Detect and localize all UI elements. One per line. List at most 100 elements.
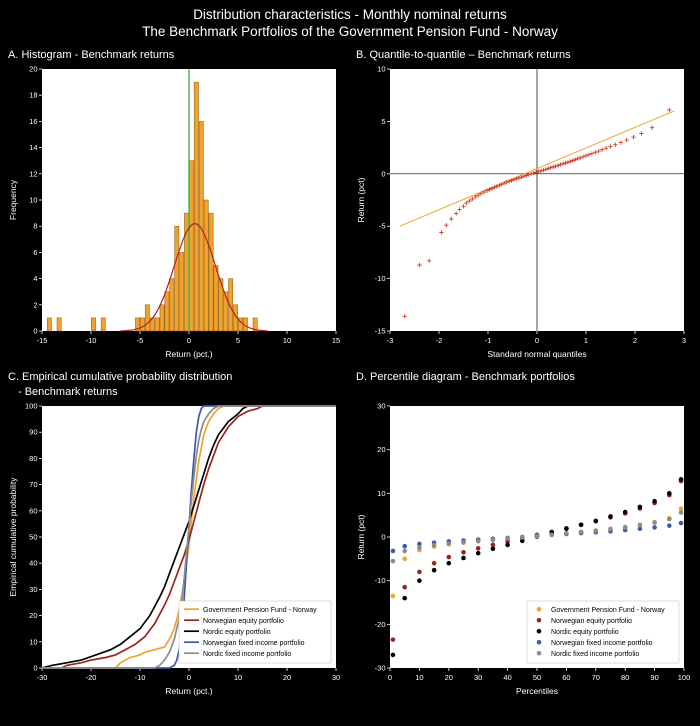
percentile-series-4 xyxy=(390,510,684,564)
svg-text:0: 0 xyxy=(381,533,385,542)
normal-curve xyxy=(120,222,268,332)
svg-text:0: 0 xyxy=(187,336,191,345)
panel-c-ecdf: C. Empirical cumulative probability dist… xyxy=(8,370,344,701)
svg-text:-15: -15 xyxy=(375,327,386,336)
svg-text:Government Pension Fund - Norw: Government Pension Fund - Norway xyxy=(203,607,317,614)
svg-text:5: 5 xyxy=(381,117,385,126)
ecdf-series-1 xyxy=(42,405,336,669)
svg-text:Nordic equity portfolio: Nordic equity portfolio xyxy=(551,629,619,636)
histogram-chart: -15 -10 -5 0 5 10 15 0 2 4 6 8 10 12 14 16 18 20 Return (p… xyxy=(8,65,340,360)
axes: -15 -10 -5 0 5 10 15 0 2 4 6 8 10 12 14 16 18 20 Return (p… xyxy=(8,65,340,360)
svg-text:-30: -30 xyxy=(375,664,386,673)
svg-text:15: 15 xyxy=(332,336,340,345)
panel-d-title-block: D. Percentile diagram - Benchmark portfo… xyxy=(356,370,692,401)
svg-text:Nordic fixed income portfolio: Nordic fixed income portfolio xyxy=(551,651,639,658)
svg-text:10: 10 xyxy=(283,336,291,345)
svg-text:Norwegian fixed income portfol: Norwegian fixed income portfolio xyxy=(551,640,653,647)
panel-b-title-block: B. Quantile-to-quantile – Benchmark retu… xyxy=(356,48,692,64)
svg-text:Standard normal quantiles: Standard normal quantiles xyxy=(487,349,586,359)
ecdf-series-2 xyxy=(41,405,336,669)
svg-text:-10: -10 xyxy=(86,336,97,345)
svg-text:4: 4 xyxy=(33,274,37,283)
panel-c-title-block: C. Empirical cumulative probability dist… xyxy=(8,370,344,401)
svg-text:-5: -5 xyxy=(379,222,386,231)
svg-text:30: 30 xyxy=(29,585,37,594)
svg-text:70: 70 xyxy=(592,673,600,682)
svg-text:-15: -15 xyxy=(37,336,48,345)
svg-text:Return (pct.): Return (pct.) xyxy=(165,686,212,696)
svg-text:-10: -10 xyxy=(375,274,386,283)
svg-text:10: 10 xyxy=(29,637,37,646)
chart-content xyxy=(390,477,684,658)
svg-text:10: 10 xyxy=(29,196,37,205)
svg-text:2: 2 xyxy=(33,300,37,309)
svg-text:80: 80 xyxy=(621,673,629,682)
svg-text:Nordic fixed income portfolio: Nordic fixed income portfolio xyxy=(203,651,291,658)
svg-text:18: 18 xyxy=(29,91,37,100)
svg-text:-5: -5 xyxy=(137,336,144,345)
svg-text:-10: -10 xyxy=(375,576,386,585)
panel-d-percentile: D. Percentile diagram - Benchmark portfo… xyxy=(356,370,692,701)
svg-text:-2: -2 xyxy=(436,336,443,345)
svg-text:90: 90 xyxy=(650,673,658,682)
panel-a-histogram: A. Histogram - Benchmark returns -15 -10 -… xyxy=(8,48,344,364)
svg-text:-20: -20 xyxy=(86,673,97,682)
axes: -30 -20 -10 0 10 20 30 0 10 20 30 40 50 60 70 80 90 100 Re… xyxy=(8,402,340,697)
svg-text:Return (pct): Return (pct) xyxy=(356,514,366,559)
svg-text:Government Pension Fund - Norw: Government Pension Fund - Norway xyxy=(551,607,665,614)
panel-c-title: C. Empirical cumulative probability dist… xyxy=(8,371,233,383)
svg-text:0: 0 xyxy=(388,673,392,682)
reference-line xyxy=(399,110,675,227)
panel-a-title: A. Histogram - Benchmark returns xyxy=(8,49,175,61)
svg-text:20: 20 xyxy=(445,673,453,682)
charts-grid: A. Histogram - Benchmark returns -15 -10 -… xyxy=(8,48,692,701)
svg-text:5: 5 xyxy=(236,336,240,345)
panel-c-subtitle: - Benchmark returns xyxy=(18,386,118,398)
svg-text:10: 10 xyxy=(377,489,385,498)
svg-text:-10: -10 xyxy=(135,673,146,682)
svg-text:10: 10 xyxy=(415,673,423,682)
svg-text:0: 0 xyxy=(187,673,191,682)
svg-text:40: 40 xyxy=(503,673,511,682)
svg-text:50: 50 xyxy=(29,533,37,542)
percentile-chart: 0 10 20 30 40 50 60 70 80 90 100 -30 -20 -10 0 10 20 30 Pe… xyxy=(356,402,690,697)
svg-text:30: 30 xyxy=(332,673,340,682)
title-line-1: Distribution characteristics - Monthly n… xyxy=(193,7,507,22)
page-title: Distribution characteristics - Monthly n… xyxy=(8,6,692,40)
svg-text:-3: -3 xyxy=(387,336,394,345)
title-line-2: The Benchmark Portfolios of the Governme… xyxy=(142,24,558,39)
svg-text:20: 20 xyxy=(283,673,291,682)
svg-text:0: 0 xyxy=(33,327,37,336)
chart-content xyxy=(41,405,336,669)
svg-text:Norwegian equity portfolio: Norwegian equity portfolio xyxy=(203,618,284,625)
svg-text:8: 8 xyxy=(33,222,37,231)
svg-text:14: 14 xyxy=(29,143,37,152)
panel-d-title: D. Percentile diagram - Benchmark portfo… xyxy=(356,371,575,383)
ecdf-chart: -30 -20 -10 0 10 20 30 0 10 20 30 40 50 60 70 80 90 100 Re… xyxy=(8,402,340,697)
svg-text:10: 10 xyxy=(377,65,385,74)
panel-b-title: B. Quantile-to-quantile – Benchmark retu… xyxy=(356,49,571,61)
chart-content xyxy=(46,69,268,332)
svg-text:60: 60 xyxy=(562,673,570,682)
svg-text:Norwegian equity portfolio: Norwegian equity portfolio xyxy=(551,618,632,625)
svg-text:Nordic equity portfolio: Nordic equity portfolio xyxy=(203,629,271,636)
svg-text:16: 16 xyxy=(29,117,37,126)
svg-text:30: 30 xyxy=(377,402,385,411)
svg-text:50: 50 xyxy=(533,673,541,682)
svg-text:20: 20 xyxy=(29,611,37,620)
svg-text:Empirical cumulative probabili: Empirical cumulative probability xyxy=(8,477,18,597)
svg-text:0: 0 xyxy=(535,336,539,345)
svg-text:80: 80 xyxy=(29,454,37,463)
svg-text:-20: -20 xyxy=(375,620,386,629)
svg-text:60: 60 xyxy=(29,506,37,515)
legend: Government Pension Fund - Norway Norwegia… xyxy=(526,600,680,664)
ecdf-series-4 xyxy=(42,405,336,669)
svg-text:6: 6 xyxy=(33,248,37,257)
axes: 0 10 20 30 40 50 60 70 80 90 100 -30 -20 -10 0 10 20 30 Pe… xyxy=(356,402,690,697)
svg-text:1: 1 xyxy=(584,336,588,345)
svg-text:12: 12 xyxy=(29,169,37,178)
svg-text:0: 0 xyxy=(381,169,385,178)
